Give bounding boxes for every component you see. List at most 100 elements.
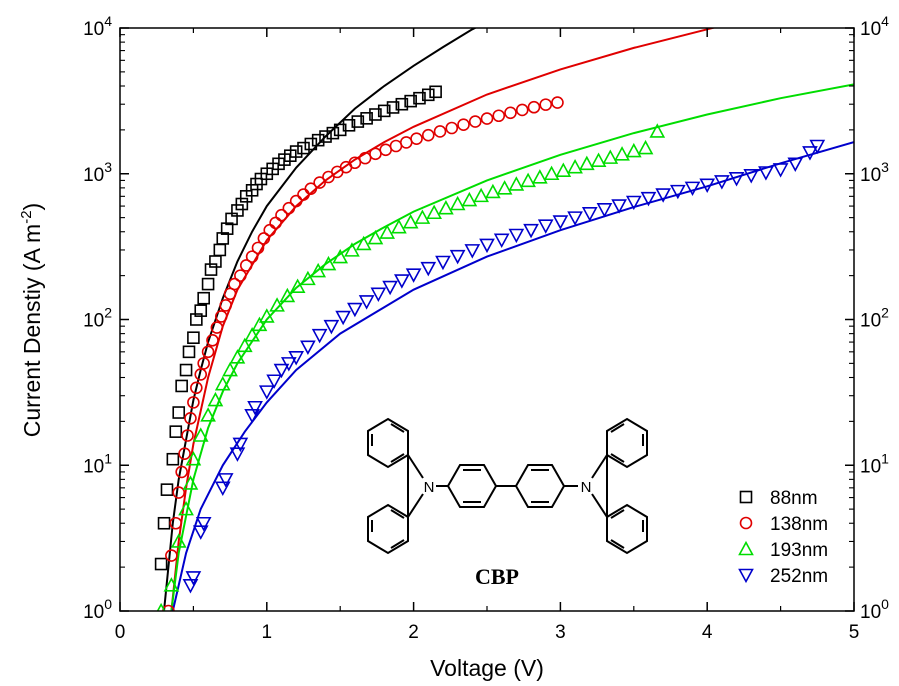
data-point-138nm-0 — [162, 604, 175, 611]
data-markers — [154, 85, 826, 611]
data-point-88nm-15 — [209, 255, 222, 268]
data-point-252nm-29 — [479, 238, 495, 254]
data-point-88nm-48 — [429, 85, 442, 99]
data-point-252nm-26 — [435, 255, 451, 271]
x-tick-label-1: 1 — [262, 622, 273, 643]
data-point-193nm-20 — [310, 262, 327, 278]
x-tick-label-3: 3 — [555, 622, 566, 643]
data-point-193nm-25 — [367, 229, 384, 245]
data-point-252nm-52 — [809, 139, 826, 155]
data-point-193nm-18 — [289, 278, 306, 293]
data-point-252nm-40 — [640, 191, 657, 207]
axis-ticks — [119, 27, 855, 612]
data-point-252nm-41 — [655, 188, 672, 203]
data-point-88nm-35 — [319, 130, 332, 143]
x-tick-label-0: 0 — [115, 622, 126, 643]
data-point-193nm-31 — [438, 200, 454, 215]
data-point-252nm-10 — [258, 385, 275, 400]
data-point-193nm-48 — [637, 139, 654, 155]
data-point-138nm-37 — [369, 147, 382, 161]
data-point-252nm-27 — [449, 249, 466, 265]
data-point-88nm-5 — [172, 406, 186, 419]
data-point-252nm-7 — [232, 437, 249, 453]
data-point-252nm-43 — [684, 181, 701, 197]
data-point-88nm-46 — [413, 91, 426, 105]
data-point-252nm-32 — [523, 223, 539, 239]
data-point-252nm-16 — [311, 328, 328, 344]
y-tick-label-right-0: 100 — [860, 596, 889, 623]
data-point-88nm-1 — [157, 516, 171, 530]
y-tick-label-left-3: 103 — [83, 159, 112, 186]
data-point-252nm-39 — [625, 195, 642, 211]
data-point-138nm-50 — [515, 103, 529, 117]
data-point-138nm-16 — [219, 299, 232, 312]
data-point-193nm-44 — [590, 152, 607, 167]
y-tick-label-left-4: 104 — [83, 13, 112, 40]
data-point-193nm-13 — [244, 327, 260, 342]
data-point-252nm-13 — [280, 357, 297, 372]
data-point-193nm-39 — [532, 169, 548, 184]
legend-marker-88nm — [739, 490, 753, 504]
data-point-138nm-39 — [389, 139, 403, 153]
data-point-252nm-4 — [214, 481, 231, 497]
data-point-252nm-44 — [699, 178, 716, 193]
data-point-252nm-45 — [714, 175, 730, 190]
data-point-193nm-21 — [320, 255, 337, 271]
data-point-252nm-11 — [266, 374, 282, 389]
data-point-138nm-53 — [551, 96, 564, 109]
data-point-88nm-9 — [187, 331, 200, 345]
data-point-193nm-23 — [344, 242, 360, 257]
data-point-193nm-43 — [578, 155, 595, 171]
data-point-88nm-43 — [386, 101, 400, 114]
data-point-138nm-45 — [457, 118, 470, 132]
data-point-193nm-15 — [258, 308, 275, 323]
data-point-138nm-42 — [421, 128, 435, 142]
data-point-193nm-10 — [222, 361, 238, 377]
data-point-138nm-30 — [304, 182, 318, 195]
data-point-193nm-1 — [163, 577, 180, 592]
data-point-88nm-36 — [326, 126, 340, 140]
data-point-252nm-36 — [581, 207, 598, 222]
data-point-138nm-3 — [172, 486, 186, 499]
data-point-88nm-34 — [311, 133, 325, 147]
data-point-138nm-2 — [169, 516, 183, 530]
data-point-88nm-44 — [395, 97, 409, 111]
y-tick-label-right-3: 103 — [860, 159, 889, 186]
y-tick-label-left-2: 102 — [83, 305, 112, 332]
data-point-252nm-18 — [335, 310, 351, 326]
data-point-138nm-15 — [214, 310, 228, 323]
data-point-138nm-20 — [239, 259, 253, 272]
legend-marker-138nm — [739, 516, 753, 530]
data-point-193nm-27 — [391, 218, 407, 234]
data-point-252nm-30 — [493, 233, 510, 249]
data-point-252nm-21 — [370, 287, 387, 303]
data-point-193nm-40 — [543, 165, 560, 181]
data-point-193nm-2 — [170, 533, 187, 548]
data-point-88nm-32 — [297, 141, 310, 155]
data-point-252nm-49 — [772, 163, 789, 178]
data-point-252nm-22 — [382, 280, 398, 296]
data-point-193nm-37 — [508, 176, 525, 191]
data-point-193nm-7 — [200, 407, 216, 422]
data-point-193nm-11 — [229, 349, 246, 364]
data-point-138nm-27 — [282, 201, 296, 215]
data-point-193nm-6 — [192, 427, 209, 442]
data-point-138nm-24 — [263, 223, 277, 237]
data-point-88nm-37 — [333, 123, 347, 137]
data-point-138nm-38 — [379, 143, 393, 157]
data-point-138nm-7 — [184, 411, 197, 425]
data-point-88nm-0 — [154, 557, 168, 571]
data-point-193nm-38 — [520, 172, 536, 188]
data-point-138nm-52 — [539, 98, 553, 111]
data-point-193nm-29 — [414, 209, 431, 224]
data-point-88nm-21 — [235, 197, 249, 211]
data-point-193nm-8 — [207, 391, 224, 407]
legend-label-138nm: 138nm — [770, 514, 828, 535]
data-point-138nm-22 — [251, 241, 265, 255]
data-point-252nm-17 — [323, 319, 340, 335]
data-point-88nm-3 — [166, 452, 180, 466]
legend-label-193nm: 193nm — [770, 540, 828, 561]
data-point-252nm-15 — [300, 340, 316, 355]
data-point-88nm-18 — [220, 222, 234, 235]
